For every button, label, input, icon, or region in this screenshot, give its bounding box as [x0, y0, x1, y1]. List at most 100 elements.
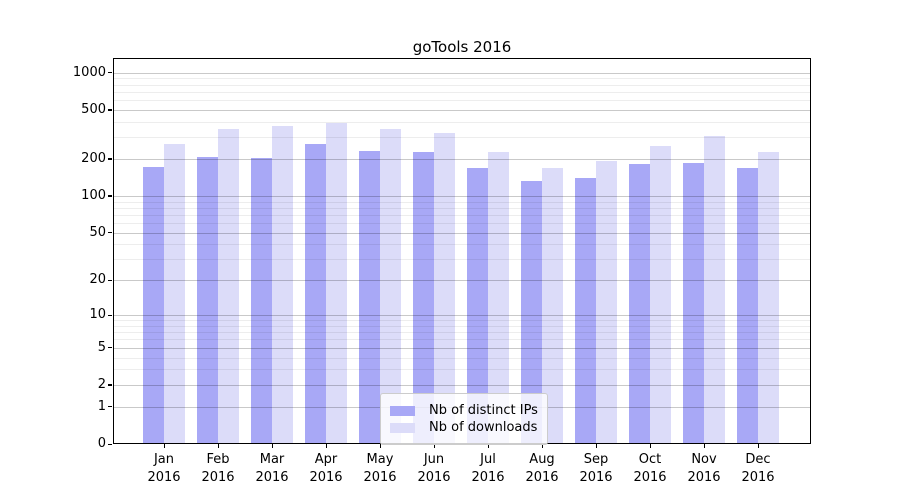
gridline-60 — [114, 223, 810, 225]
x-tick-mark — [487, 444, 489, 448]
legend-label-downloads: Nb of downloads — [429, 420, 538, 435]
bar-distinct-ips-jul — [467, 168, 488, 443]
bar-distinct-ips-jun — [413, 151, 434, 443]
y-tick-label: 10 — [89, 307, 106, 323]
x-tick-label-dec: Dec 2016 — [741, 452, 775, 485]
y-tick-mark — [108, 347, 112, 349]
gridline-500 — [114, 109, 810, 111]
x-tick-mark — [595, 444, 597, 448]
chart-title: goTools 2016 — [412, 38, 512, 56]
gridline-8 — [114, 325, 810, 327]
gridline-40 — [114, 244, 810, 246]
gridline-4 — [114, 357, 810, 359]
bar-downloads-oct — [650, 146, 671, 443]
x-tick-mark — [271, 444, 273, 448]
gridline-700 — [114, 91, 810, 93]
legend-swatch-downloads — [390, 422, 415, 433]
y-tick-label: 100 — [81, 187, 106, 203]
y-tick-label: 0 — [97, 436, 106, 451]
gridline-6 — [114, 339, 810, 341]
gridline-50 — [114, 232, 810, 234]
bar-distinct-ips-apr — [305, 143, 326, 443]
x-tick-mark — [541, 444, 543, 448]
gridline-600 — [114, 100, 810, 102]
x-tick-label-aug: Aug 2016 — [525, 452, 559, 485]
y-tick-label: 2 — [97, 376, 106, 392]
y-tick-mark — [108, 279, 112, 282]
y-tick-mark — [108, 314, 112, 316]
y-tick-label: 200 — [81, 150, 106, 166]
bar-distinct-ips-sep — [575, 177, 596, 443]
gridline-20 — [114, 280, 810, 282]
gridline-10 — [114, 315, 810, 317]
x-tick-mark — [163, 444, 165, 448]
x-tick-label-mar: Mar 2016 — [255, 452, 289, 485]
legend-entry-distinct-ips: Nb of distinct IPs — [390, 403, 538, 418]
gridline-200 — [114, 158, 810, 160]
legend: Nb of distinct IPs Nb of downloads — [380, 393, 548, 445]
x-tick-mark — [703, 444, 705, 448]
bar-distinct-ips-mar — [251, 158, 272, 443]
gridline-90 — [114, 201, 810, 203]
y-tick-mark — [108, 109, 112, 111]
legend-swatch-distinct-ips — [390, 405, 415, 416]
gridline-100 — [114, 195, 810, 197]
x-tick-label-jul: Jul 2016 — [471, 452, 505, 485]
y-tick-label: 20 — [89, 272, 106, 288]
gridline-30 — [114, 259, 810, 261]
y-tick-label: 1 — [97, 398, 106, 414]
y-tick-mark — [108, 406, 112, 408]
y-tick-label: 50 — [89, 224, 106, 240]
x-tick-label-jan: Jan 2016 — [147, 452, 181, 485]
x-tick-mark — [757, 444, 759, 448]
bar-downloads-jan — [164, 143, 185, 443]
x-tick-mark — [217, 444, 219, 448]
bar-downloads-apr — [326, 122, 347, 443]
y-tick-label: 1000 — [72, 64, 106, 80]
x-tick-mark — [325, 444, 327, 448]
gridline-80 — [114, 207, 810, 209]
y-tick-mark — [108, 72, 112, 74]
gridline-800 — [114, 84, 810, 86]
x-tick-label-jun: Jun 2016 — [417, 452, 451, 485]
x-tick-label-apr: Apr 2016 — [309, 452, 343, 485]
bar-distinct-ips-nov — [683, 163, 704, 443]
bar-downloads-feb — [218, 128, 239, 443]
plot-area: Nb of distinct IPs Nb of downloads — [113, 58, 811, 445]
y-tick-mark — [108, 384, 112, 386]
bar-distinct-ips-jan — [143, 166, 164, 443]
bar-downloads-aug — [542, 168, 563, 443]
bar-downloads-jun — [434, 132, 455, 443]
bar-downloads-mar — [272, 125, 293, 443]
x-tick-mark — [379, 444, 381, 448]
gridline-300 — [114, 137, 810, 139]
bar-distinct-ips-dec — [737, 168, 758, 443]
gridline-900 — [114, 78, 810, 80]
gridline-1000 — [114, 72, 810, 74]
grid-layer — [114, 59, 810, 443]
bar-distinct-ips-oct — [629, 163, 650, 443]
gridline-3 — [114, 369, 810, 371]
gridline-400 — [114, 121, 810, 123]
x-tick-mark — [433, 444, 435, 448]
gridline-7 — [114, 332, 810, 334]
x-tick-mark — [649, 444, 651, 448]
bar-distinct-ips-aug — [521, 181, 542, 443]
bar-downloads-nov — [704, 136, 725, 443]
x-tick-label-oct: Oct 2016 — [633, 452, 667, 485]
gridline-70 — [114, 214, 810, 216]
bar-downloads-may — [380, 128, 401, 443]
bar-downloads-dec — [758, 151, 779, 443]
y-tick-mark — [108, 158, 112, 160]
x-tick-label-sep: Sep 2016 — [579, 452, 613, 485]
gridline-5 — [114, 347, 810, 349]
y-tick-mark — [108, 195, 112, 197]
x-tick-label-may: May 2016 — [363, 452, 397, 485]
x-tick-label-nov: Nov 2016 — [687, 452, 721, 485]
bar-downloads-jul — [488, 151, 509, 443]
bar-distinct-ips-feb — [197, 156, 218, 443]
bars-layer — [114, 59, 810, 443]
gridline-2 — [114, 384, 810, 386]
y-tick-label: 500 — [81, 101, 106, 117]
